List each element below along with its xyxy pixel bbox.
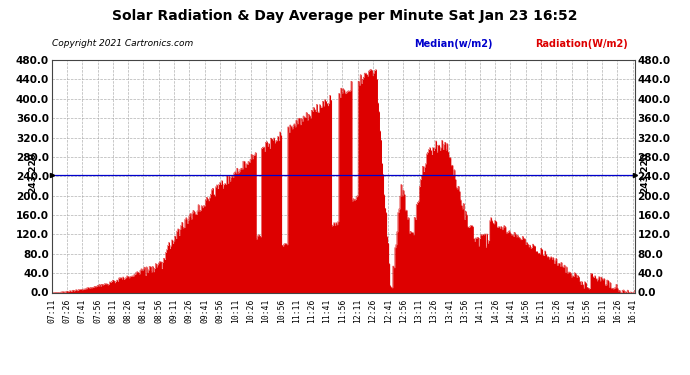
Text: Solar Radiation & Day Average per Minute Sat Jan 23 16:52: Solar Radiation & Day Average per Minute…	[112, 9, 578, 23]
Text: 243.220: 243.220	[640, 152, 650, 193]
Text: Copyright 2021 Cartronics.com: Copyright 2021 Cartronics.com	[52, 39, 193, 48]
Text: Radiation(W/m2): Radiation(W/m2)	[535, 39, 627, 50]
Text: Median(w/m2): Median(w/m2)	[414, 39, 493, 50]
Text: 243.220: 243.220	[28, 152, 38, 193]
